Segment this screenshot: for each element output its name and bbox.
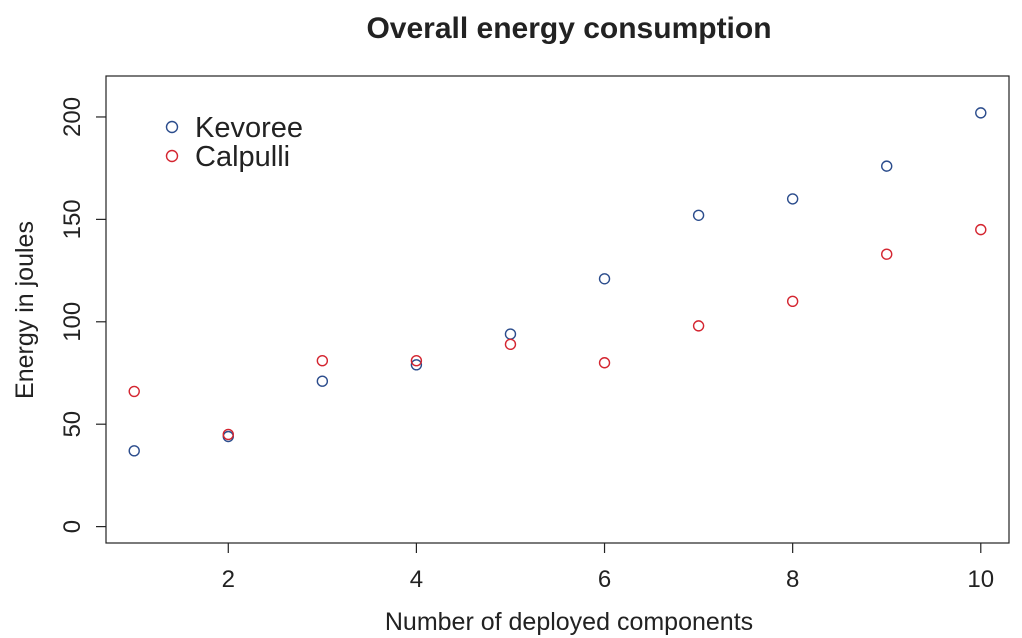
y-tick-label: 150 xyxy=(59,199,86,239)
data-point-calpulli xyxy=(316,355,329,367)
plot-frame xyxy=(105,75,1010,544)
data-point-calpulli xyxy=(128,385,140,398)
data-point-kevoree xyxy=(598,273,611,285)
x-axis: 2 4 6 8 10 xyxy=(222,543,994,593)
y-axis: 0 50 100 150 200 xyxy=(59,97,106,533)
x-tick-label: 4 xyxy=(410,566,423,593)
data-point-calpulli xyxy=(881,248,893,260)
legend-marker-calpulli xyxy=(165,149,179,163)
data-point-kevoree xyxy=(881,160,893,172)
data-point-calpulli xyxy=(975,223,987,236)
data-point-calpulli xyxy=(692,320,705,332)
y-tick-label: 200 xyxy=(59,97,86,137)
x-tick-label: 6 xyxy=(598,566,611,593)
y-tick-label: 0 xyxy=(59,520,86,533)
legend-marker-kevoree xyxy=(165,120,179,134)
data-point-kevoree xyxy=(786,193,799,205)
x-axis-label: Number of deployed components xyxy=(385,608,753,636)
data-point-calpulli xyxy=(504,338,517,351)
data-point-calpulli xyxy=(410,355,423,367)
data-point-kevoree xyxy=(692,209,705,221)
x-tick-label: 8 xyxy=(786,566,799,593)
x-tick-label: 10 xyxy=(967,566,994,593)
data-points xyxy=(128,107,987,457)
y-tick-label: 100 xyxy=(59,302,86,342)
legend-label-kevoree: Kevoree xyxy=(195,112,303,144)
data-point-calpulli xyxy=(786,295,799,308)
data-point-kevoree xyxy=(975,107,987,119)
chart-title: Overall energy consumption xyxy=(366,12,771,45)
y-axis-label: Energy in joules xyxy=(11,221,39,399)
data-point-kevoree xyxy=(504,328,517,340)
x-tick-label: 2 xyxy=(222,566,235,593)
data-point-kevoree xyxy=(410,359,423,371)
data-point-kevoree xyxy=(316,375,329,387)
data-point-calpulli xyxy=(222,428,234,441)
data-point-kevoree xyxy=(128,445,140,457)
data-point-calpulli xyxy=(598,357,611,369)
y-tick-label: 50 xyxy=(59,411,86,438)
legend-label-calpulli: Calpulli xyxy=(195,141,290,173)
